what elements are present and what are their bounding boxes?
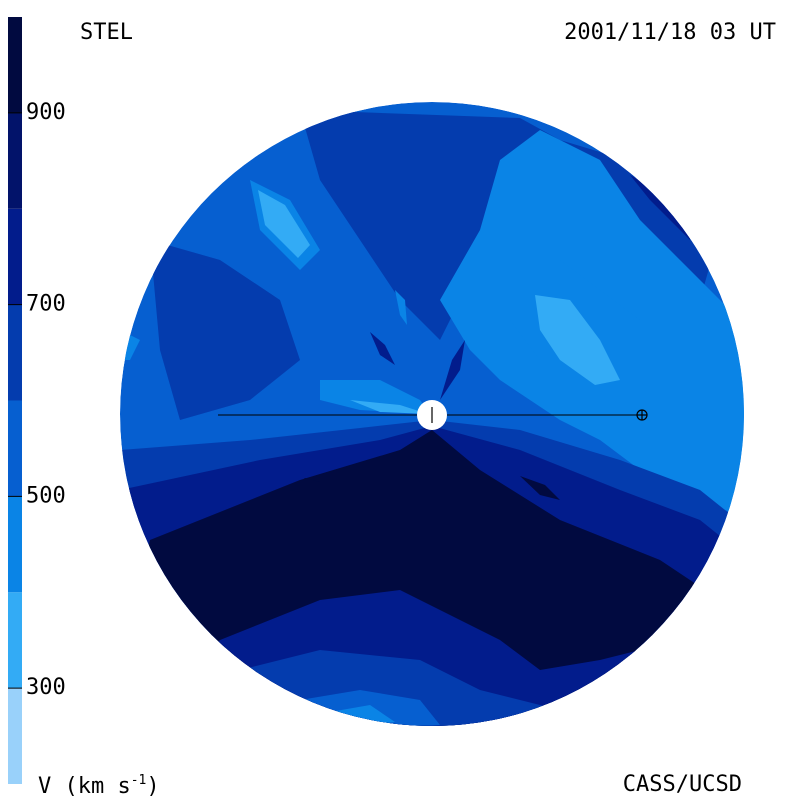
observatory-label: STEL (80, 20, 133, 45)
colorbar-band-0 (8, 688, 22, 784)
colorbar-title-exponent: -1 (130, 773, 147, 788)
colorbar-band-6 (8, 112, 22, 209)
feature-dark-streak-2 (440, 340, 465, 400)
colorbar-band-1 (8, 592, 22, 689)
colorbar: 300 500 700 900 (8, 17, 66, 784)
colorbar-tick-label-0: 300 (26, 675, 66, 700)
feature-dark-streak-1 (370, 332, 395, 365)
feature-dark-spot-right (520, 476, 560, 500)
colorbar-title-main: V (km s (38, 774, 131, 799)
feature-light-streak (395, 290, 407, 325)
region-upper-left-lightest (258, 190, 310, 258)
colorbar-tick-label-2: 700 (26, 292, 66, 317)
colorbar-band-5 (8, 208, 22, 305)
region-center-streak (350, 400, 428, 414)
colorbar-band-7 (8, 17, 22, 113)
colorbar-band-4 (8, 304, 22, 401)
colorbar-title-close: ) (146, 774, 160, 799)
colorbar-band-3 (8, 400, 22, 497)
colorbar-band-2 (8, 496, 22, 593)
region-left (150, 240, 300, 420)
colorbar-tick-label-3: 900 (26, 100, 66, 125)
region-top-right-dark (630, 175, 690, 240)
institution-label: CASS/UCSD (622, 772, 742, 797)
colorbar-tick-label-1: 500 (26, 483, 66, 508)
timestamp-label: 2001/11/18 03 UT (564, 20, 776, 45)
region-right-lightest (535, 295, 620, 385)
feature-dark-spot-left (290, 478, 320, 492)
region-center-left-light (320, 380, 430, 414)
velocity-disk (120, 102, 744, 726)
colorbar-title: V (km s-1) (38, 774, 160, 798)
